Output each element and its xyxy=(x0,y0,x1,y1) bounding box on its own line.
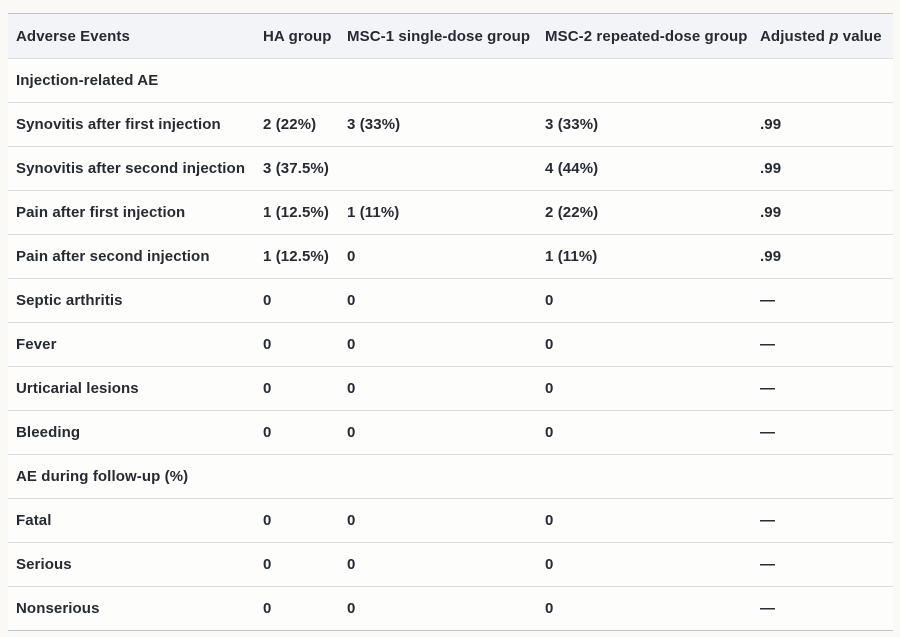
cell-value: — xyxy=(752,498,893,543)
table-row: Pain after second injection 1 (12.5%) 0 … xyxy=(8,234,893,279)
cell-value: 0 xyxy=(537,498,752,543)
cell-value: 1 (11%) xyxy=(339,190,537,235)
cell-value: — xyxy=(752,586,893,631)
row-label: Fatal xyxy=(8,498,255,543)
cell-value: 0 xyxy=(255,410,339,455)
table-container: Adverse Events HA group MSC-1 single-dos… xyxy=(8,13,893,631)
table-row: Synovitis after first injection 2 (22%) … xyxy=(8,102,893,147)
column-header-adverse-events: Adverse Events xyxy=(8,13,255,59)
cell-value: 3 (33%) xyxy=(537,102,752,147)
column-header-msc2-group: MSC-2 repeated-dose group xyxy=(537,13,752,59)
table-row: Fatal 0 0 0 — xyxy=(8,498,893,543)
cell-value: — xyxy=(752,542,893,587)
cell-value: — xyxy=(752,366,893,411)
table-row: Pain after first injection 1 (12.5%) 1 (… xyxy=(8,190,893,235)
row-label: Serious xyxy=(8,542,255,587)
cell-value: 0 xyxy=(255,278,339,323)
cell-value: 0 xyxy=(537,586,752,631)
row-label: Synovitis after first injection xyxy=(8,102,255,147)
table-row: Nonserious 0 0 0 — xyxy=(8,586,893,631)
table-row: Urticarial lesions 0 0 0 — xyxy=(8,366,893,411)
cell-value: 0 xyxy=(537,410,752,455)
adverse-events-table: Adverse Events HA group MSC-1 single-dos… xyxy=(8,13,893,631)
cell-value: — xyxy=(752,410,893,455)
cell-value: 2 (22%) xyxy=(255,102,339,147)
row-label: Pain after first injection xyxy=(8,190,255,235)
table-row: Synovitis after second injection 3 (37.5… xyxy=(8,146,893,191)
cell-value: 0 xyxy=(339,234,537,279)
cell-value: 0 xyxy=(339,278,537,323)
cell-value: 0 xyxy=(255,366,339,411)
cell-value: 0 xyxy=(339,366,537,411)
cell-value xyxy=(339,146,537,191)
table-header: Adverse Events HA group MSC-1 single-dos… xyxy=(8,13,893,59)
column-header-msc1-group: MSC-1 single-dose group xyxy=(339,13,537,59)
cell-value: 0 xyxy=(537,278,752,323)
cell-value: 0 xyxy=(255,586,339,631)
cell-value: 0 xyxy=(255,498,339,543)
p-value-suffix: value xyxy=(838,27,882,45)
p-value-prefix: Adjusted xyxy=(760,27,830,45)
section-row: AE during follow-up (%) xyxy=(8,454,893,499)
cell-value: 0 xyxy=(255,322,339,367)
column-header-ha-group: HA group xyxy=(255,13,339,59)
table-row: Serious 0 0 0 — xyxy=(8,542,893,587)
cell-value: 0 xyxy=(537,322,752,367)
table-body: Injection-related AE Synovitis after fir… xyxy=(8,58,893,631)
section-label: AE during follow-up (%) xyxy=(8,454,893,499)
cell-value: 0 xyxy=(339,586,537,631)
table-row: Bleeding 0 0 0 — xyxy=(8,410,893,455)
cell-value: 2 (22%) xyxy=(537,190,752,235)
cell-value: 4 (44%) xyxy=(537,146,752,191)
table-row: Septic arthritis 0 0 0 — xyxy=(8,278,893,323)
cell-value: 0 xyxy=(339,410,537,455)
cell-value: — xyxy=(752,322,893,367)
cell-value: 3 (37.5%) xyxy=(255,146,339,191)
row-label: Synovitis after second injection xyxy=(8,146,255,191)
row-label: Urticarial lesions xyxy=(8,366,255,411)
cell-value: 0 xyxy=(537,366,752,411)
section-row: Injection-related AE xyxy=(8,58,893,103)
row-label: Pain after second injection xyxy=(8,234,255,279)
cell-value: 3 (33%) xyxy=(339,102,537,147)
cell-value: .99 xyxy=(752,102,893,147)
row-label: Fever xyxy=(8,322,255,367)
cell-value: 0 xyxy=(537,542,752,587)
cell-value: 0 xyxy=(339,322,537,367)
cell-value: 0 xyxy=(339,498,537,543)
cell-value: — xyxy=(752,278,893,323)
cell-value: 0 xyxy=(255,542,339,587)
section-label: Injection-related AE xyxy=(8,58,893,103)
cell-value: .99 xyxy=(752,146,893,191)
header-row: Adverse Events HA group MSC-1 single-dos… xyxy=(8,13,893,59)
row-label: Nonserious xyxy=(8,586,255,631)
p-value-italic-p: p xyxy=(829,27,839,45)
row-label: Septic arthritis xyxy=(8,278,255,323)
cell-value: .99 xyxy=(752,190,893,235)
table-row: Fever 0 0 0 — xyxy=(8,322,893,367)
row-label: Bleeding xyxy=(8,410,255,455)
cell-value: 1 (12.5%) xyxy=(255,190,339,235)
cell-value: .99 xyxy=(752,234,893,279)
cell-value: 1 (11%) xyxy=(537,234,752,279)
column-header-adjusted-p-value: Adjusted p value xyxy=(752,13,893,59)
cell-value: 0 xyxy=(339,542,537,587)
cell-value: 1 (12.5%) xyxy=(255,234,339,279)
